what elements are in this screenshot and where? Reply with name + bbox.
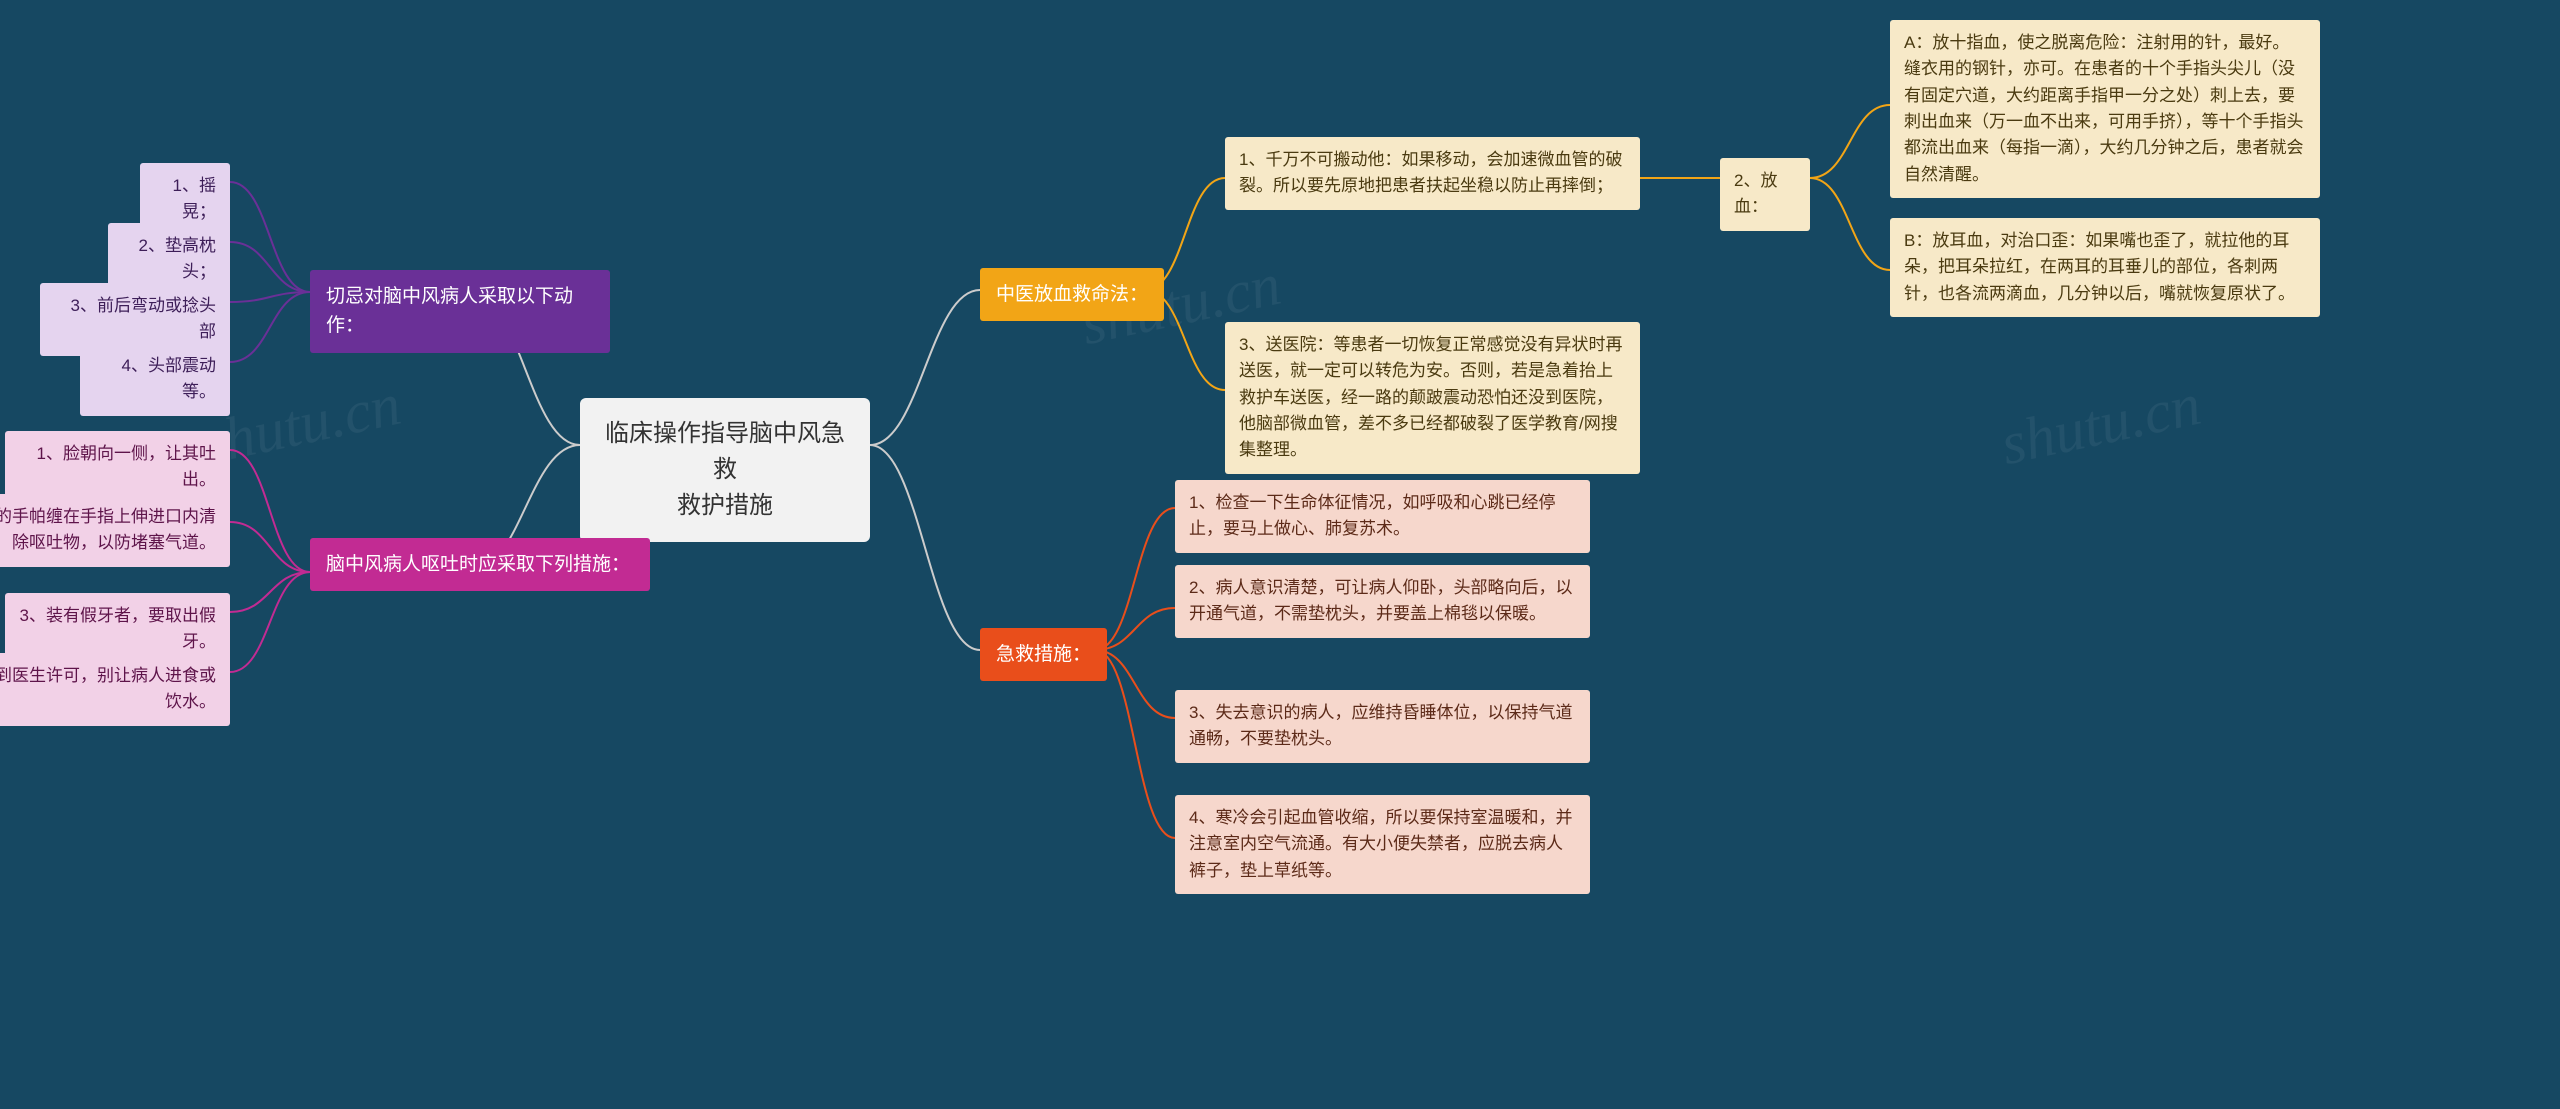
tcm-c2: 2、放血： (1720, 158, 1810, 231)
watermark: shutu.cn (1995, 370, 2207, 479)
first-aid-m1: 1、检查一下生命体征情况，如呼吸和心跳已经停止，要马上做心、肺复苏术。 (1175, 480, 1590, 553)
tcm-c2-a: A：放十指血，使之脱离危险：注射用的针，最好。缝衣用的钢针，亦可。在患者的十个手… (1890, 20, 2320, 198)
vomit-v1: 1、脸朝向一侧，让其吐出。 (5, 431, 230, 504)
avoid-a4: 4、头部震动等。 (80, 343, 230, 416)
vomit-v2: 2、抢救者用干净的手帕缠在手指上伸进口内清除呕吐物，以防堵塞气道。 (0, 494, 230, 567)
branch-first-aid: 急救措施： (980, 628, 1107, 681)
root-line2: 救护措施 (600, 488, 850, 524)
root-node: 临床操作指导脑中风急救 救护措施 (580, 398, 870, 542)
tcm-c2-b: B：放耳血，对治口歪：如果嘴也歪了，就拉他的耳朵，把耳朵拉红，在两耳的耳垂儿的部… (1890, 218, 2320, 317)
branch-avoid: 切忌对脑中风病人采取以下动作： (310, 270, 610, 353)
vomit-v4: 4、未得到医生许可，别让病人进食或饮水。 (0, 653, 230, 726)
tcm-c3: 3、送医院：等患者一切恢复正常感觉没有异状时再送医，就一定可以转危为安。否则，若… (1225, 322, 1640, 474)
tcm-c1: 1、千万不可搬动他：如果移动，会加速微血管的破裂。所以要先原地把患者扶起坐稳以防… (1225, 137, 1640, 210)
root-line1: 临床操作指导脑中风急救 (600, 416, 850, 488)
branch-tcm: 中医放血救命法： (980, 268, 1164, 321)
first-aid-m4: 4、寒冷会引起血管收缩，所以要保持室温暖和，并注意室内空气流通。有大小便失禁者，… (1175, 795, 1590, 894)
branch-vomit: 脑中风病人呕吐时应采取下列措施： (310, 538, 650, 591)
first-aid-m3: 3、失去意识的病人，应维持昏睡体位，以保持气道通畅，不要垫枕头。 (1175, 690, 1590, 763)
first-aid-m2: 2、病人意识清楚，可让病人仰卧，头部略向后，以开通气道，不需垫枕头，并要盖上棉毯… (1175, 565, 1590, 638)
